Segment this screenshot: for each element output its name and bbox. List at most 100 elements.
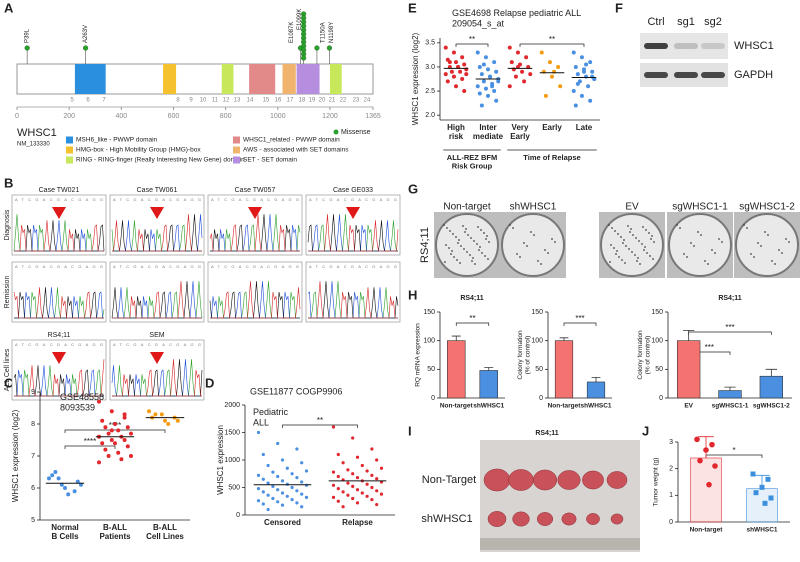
- data-point: [507, 84, 512, 89]
- colony: [466, 251, 468, 253]
- y-axis-label: Colony formation(% of control): [517, 330, 531, 380]
- case-label: Case TW057: [235, 187, 276, 194]
- data-point: [103, 425, 108, 430]
- legend-swatch: [66, 146, 73, 154]
- significance-bracket: [64, 429, 166, 433]
- data-point: [379, 466, 384, 470]
- panel-label: I: [408, 423, 412, 438]
- data-point: [341, 461, 345, 465]
- data-point: [153, 412, 158, 417]
- dish: [735, 213, 799, 277]
- colony: [485, 238, 487, 240]
- data-point: [97, 399, 101, 404]
- data-point: [588, 60, 593, 65]
- chromatogram-trace: [14, 359, 105, 397]
- data-point: [122, 412, 127, 417]
- variant-marker: [52, 207, 66, 219]
- colony: [629, 231, 631, 233]
- data-point: [370, 447, 374, 451]
- data-point: [573, 64, 578, 69]
- colony: [478, 249, 480, 251]
- mutation-dot: [82, 45, 89, 51]
- significance-label: ****: [84, 437, 96, 446]
- colony: [637, 257, 639, 259]
- data-point: [762, 500, 768, 506]
- y-tick-label: 2.5: [425, 88, 435, 95]
- y-tick-label: 100: [531, 338, 543, 345]
- row-label: ALL Cell lines: [4, 348, 11, 391]
- data-point: [543, 93, 548, 98]
- legend-label: HMG-box - High Mobility Group (HMG)-box: [76, 147, 201, 154]
- exon-label: 12: [223, 98, 230, 104]
- data-point: [483, 55, 488, 60]
- colony: [449, 230, 451, 232]
- colony: [618, 256, 620, 258]
- colony: [615, 253, 617, 255]
- data-point: [79, 482, 83, 487]
- data-point: [492, 89, 497, 94]
- group-label: ALL-REZ BFM Risk Group: [447, 153, 497, 171]
- significance-label: ***: [725, 323, 734, 332]
- data-point: [116, 428, 121, 433]
- colony: [635, 237, 637, 239]
- data-point: [175, 418, 180, 423]
- data-point: [490, 84, 495, 89]
- bar: [746, 488, 778, 523]
- error-bar: [682, 329, 695, 341]
- x-tick-label: 1200: [322, 113, 338, 120]
- colony: [613, 247, 615, 249]
- data-point: [276, 441, 280, 446]
- colony: [632, 234, 634, 236]
- condition-label: Non-target: [443, 202, 490, 213]
- data-point: [331, 483, 336, 487]
- data-point: [50, 473, 55, 478]
- x-tick-label: Late: [576, 123, 593, 132]
- sequence: ATCGACGACGAGG: [15, 264, 103, 269]
- panel-label: J: [642, 423, 649, 438]
- domain: [329, 64, 342, 94]
- colony: [627, 225, 629, 227]
- colony: [456, 259, 458, 261]
- colony: [648, 232, 650, 234]
- data-point: [119, 457, 124, 462]
- data-point: [106, 431, 111, 436]
- data-point: [375, 477, 379, 481]
- panel-label: H: [408, 287, 417, 302]
- x-tick-label: Very Early: [510, 123, 530, 141]
- colony: [464, 231, 466, 233]
- data-point: [558, 84, 563, 89]
- colony: [774, 263, 776, 265]
- data-point: [100, 441, 105, 446]
- dish: [435, 213, 499, 277]
- data-point: [365, 469, 369, 473]
- row-label: Non-Target: [422, 474, 476, 486]
- x-tick-label: Non-target: [548, 403, 582, 410]
- y-axis-label: WHSC1 expression (log2): [11, 409, 20, 502]
- exon-label: 7: [102, 98, 106, 104]
- colony: [446, 227, 448, 229]
- data-point: [477, 91, 482, 96]
- data-point: [481, 62, 486, 67]
- dish: [668, 213, 732, 277]
- colony: [639, 263, 641, 265]
- data-point: [351, 472, 355, 476]
- colony: [760, 245, 762, 247]
- data-point: [579, 55, 584, 60]
- colony: [609, 261, 611, 263]
- data-point: [488, 74, 493, 79]
- data-point: [509, 60, 514, 65]
- exon-label: 9: [189, 98, 193, 104]
- data-point: [336, 452, 340, 457]
- lane-label: sg2: [704, 16, 722, 28]
- colony: [452, 233, 454, 235]
- colony: [516, 253, 518, 255]
- x-tick-label: 200: [63, 113, 75, 120]
- colony: [458, 239, 460, 241]
- y-tick-label: 150: [423, 309, 435, 316]
- data-point: [276, 488, 280, 492]
- colony: [444, 261, 446, 263]
- bar: [690, 457, 722, 523]
- legend-dot: [333, 129, 339, 135]
- data-point: [346, 468, 350, 472]
